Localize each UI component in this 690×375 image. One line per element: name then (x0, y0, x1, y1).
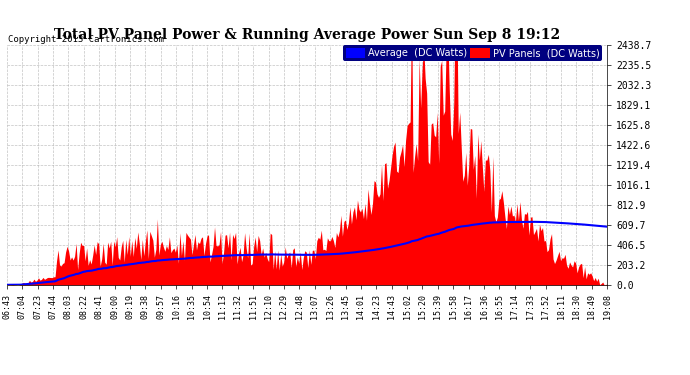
Text: Copyright 2013 Cartronics.com: Copyright 2013 Cartronics.com (8, 35, 164, 44)
Title: Total PV Panel Power & Running Average Power Sun Sep 8 19:12: Total PV Panel Power & Running Average P… (54, 28, 560, 42)
Legend: Average  (DC Watts), PV Panels  (DC Watts): Average (DC Watts), PV Panels (DC Watts) (343, 45, 602, 61)
